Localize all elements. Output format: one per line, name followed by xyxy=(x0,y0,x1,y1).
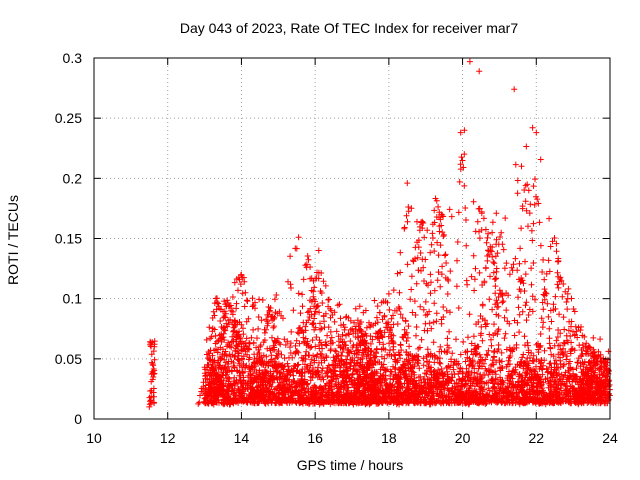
chart-title: Day 043 of 2023, Rate Of TEC Index for r… xyxy=(180,20,518,36)
x-tick-labels: 10 12 14 16 18 20 22 24 xyxy=(86,430,618,446)
y-tick-label: 0 xyxy=(74,411,82,427)
y-axis-title: ROTI / TECUs xyxy=(5,195,21,285)
x-tick-label: 20 xyxy=(455,430,471,446)
x-tick-label: 16 xyxy=(307,430,323,446)
x-tick-label: 14 xyxy=(234,430,250,446)
y-tick-label: 0.25 xyxy=(55,110,82,126)
y-tick-labels: 0 0.05 0.1 0.15 0.2 0.25 0.3 xyxy=(55,50,82,427)
x-axis-title: GPS time / hours xyxy=(297,457,404,473)
x-tick-label: 10 xyxy=(86,430,102,446)
gridlines xyxy=(94,58,610,419)
y-tick-label: 0.2 xyxy=(63,170,83,186)
y-tick-label: 0.1 xyxy=(63,291,83,307)
x-tick-label: 22 xyxy=(528,430,544,446)
data-points xyxy=(146,58,613,410)
y-tick-label: 0.15 xyxy=(55,231,82,247)
x-tick-label: 12 xyxy=(160,430,176,446)
roti-markers xyxy=(146,58,613,410)
axis-ticks xyxy=(93,57,611,420)
y-tick-label: 0.05 xyxy=(55,351,82,367)
x-tick-label: 24 xyxy=(602,430,618,446)
x-tick-label: 18 xyxy=(381,430,397,446)
y-tick-label: 0.3 xyxy=(63,50,83,66)
